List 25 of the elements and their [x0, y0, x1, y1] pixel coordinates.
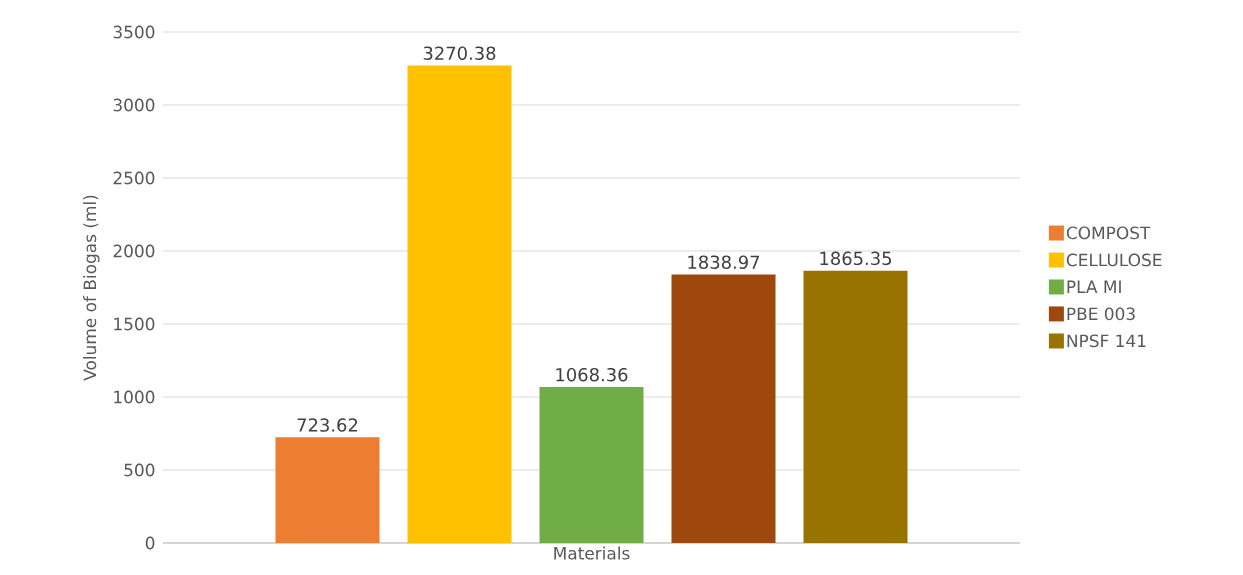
- bar: [671, 274, 776, 543]
- y-tick-label: 0: [145, 536, 155, 550]
- y-tick-label: 2000: [113, 244, 155, 258]
- data-label: 1068.36: [556, 367, 628, 382]
- legend-label: NPSF 141: [1067, 334, 1146, 348]
- legend-label: PLA MI: [1067, 280, 1121, 293]
- y-tick-label: 1500: [114, 317, 155, 331]
- data-label: 3270.38: [423, 46, 496, 60]
- bar: [803, 270, 908, 543]
- legend-label: COMPOST: [1066, 226, 1151, 240]
- bar: [539, 387, 644, 543]
- x-tick-label: Materials: [554, 546, 630, 560]
- y-axis-title: Volume of Biogas (ml): [83, 195, 100, 381]
- bar: [407, 65, 512, 543]
- y-tick-label: 2500: [113, 171, 155, 185]
- bar: [275, 437, 380, 543]
- y-tick-label: 3000: [113, 98, 155, 112]
- y-tick-label: 500: [124, 463, 155, 477]
- y-tick-label: 3500: [113, 25, 155, 39]
- data-label: 723.62: [297, 418, 358, 432]
- data-label: 1865.35: [820, 251, 891, 266]
- legend-label: PBE 003: [1067, 307, 1135, 321]
- y-tick-label: 1000: [114, 390, 155, 404]
- data-label: 1838.97: [688, 255, 760, 269]
- legend-label: CELLULOSE: [1066, 253, 1162, 267]
